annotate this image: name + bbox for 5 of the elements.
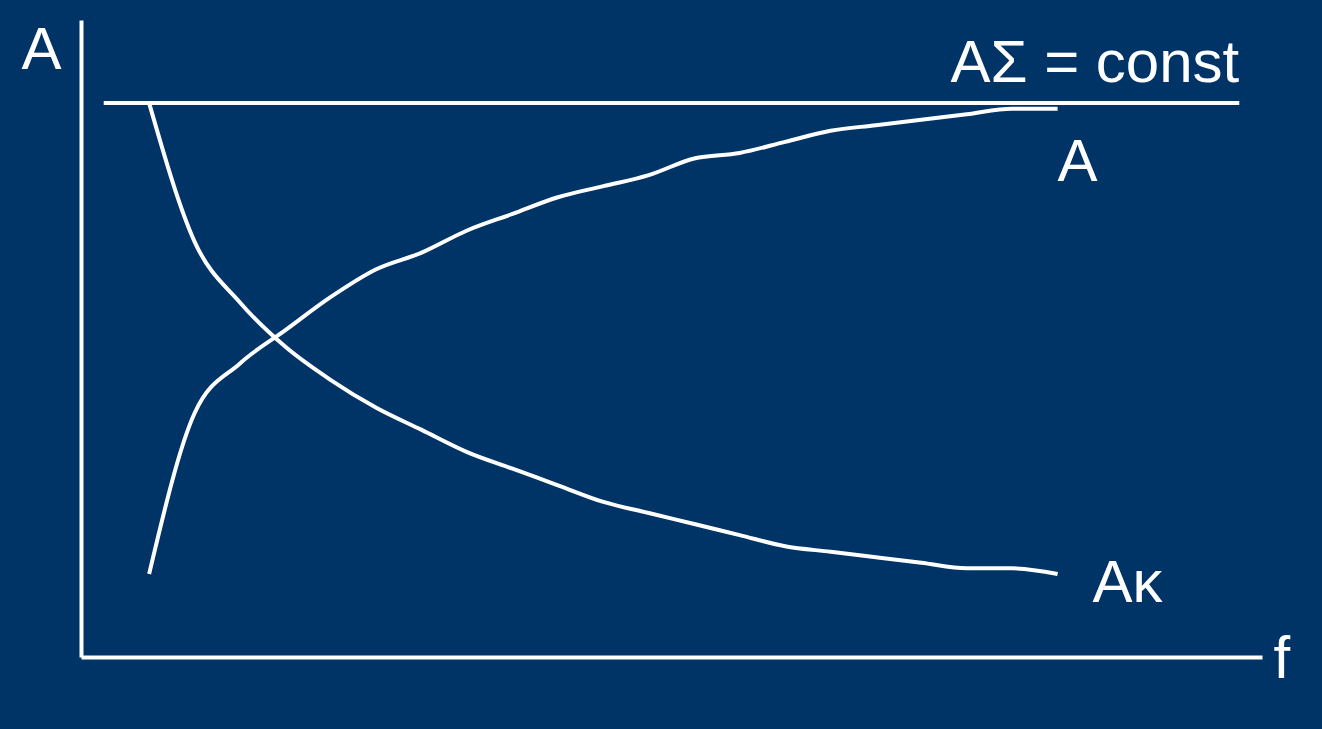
series-label: Aκ	[1092, 547, 1164, 615]
y-axis-title: A	[21, 14, 62, 82]
ref-line-label: AΣ = const	[950, 28, 1240, 96]
series-label: A	[1057, 126, 1098, 194]
x-axis-title: f	[1273, 623, 1291, 691]
